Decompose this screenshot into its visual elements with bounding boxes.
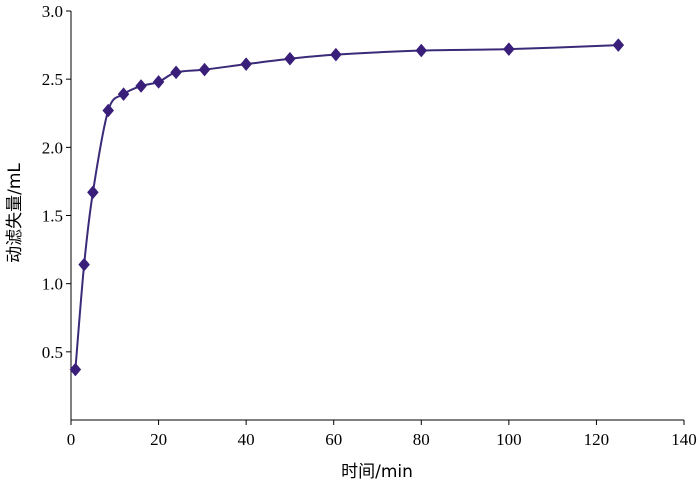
x-tick-label: 60 [325,430,342,449]
data-point-marker [503,42,515,57]
data-point-marker [284,51,296,66]
data-point-marker [69,362,82,377]
x-tick-label: 120 [584,430,610,449]
y-tick-label: 0.5 [42,343,63,362]
data-point-marker [170,65,182,80]
y-axis-title: 动滤失量/mL [5,163,25,263]
axes [70,11,684,421]
y-axis-ticks: 0.5 1.0 1.5 2.0 2.5 3.0 [42,2,71,362]
x-axis-ticks: 0 20 40 60 80 100 120 140 [67,420,697,449]
data-point-marker [330,47,342,62]
y-tick-label: 1.5 [42,207,63,226]
x-tick-label: 140 [671,430,697,449]
data-point-marker [240,57,252,72]
data-point-marker [198,62,211,77]
y-tick-label: 2.5 [42,70,63,89]
data-point-marker [415,43,428,58]
x-axis-title: 时间/min [341,462,413,482]
data-point-marker [117,87,130,102]
series-layer [69,38,625,377]
y-tick-label: 1.0 [42,275,63,294]
x-tick-label: 20 [150,430,167,449]
x-tick-label: 80 [413,430,430,449]
y-tick-label: 2.0 [42,138,63,157]
data-point-marker [612,38,625,52]
series-line [74,44,619,370]
data-point-marker [102,103,115,118]
x-tick-label: 100 [496,430,522,449]
data-point-marker [78,257,90,272]
data-point-marker [87,185,99,200]
data-point-marker [152,75,165,89]
x-tick-label: 40 [238,430,255,449]
data-point-marker [135,79,147,93]
x-tick-label: 0 [67,430,76,449]
y-tick-label: 3.0 [42,2,63,21]
